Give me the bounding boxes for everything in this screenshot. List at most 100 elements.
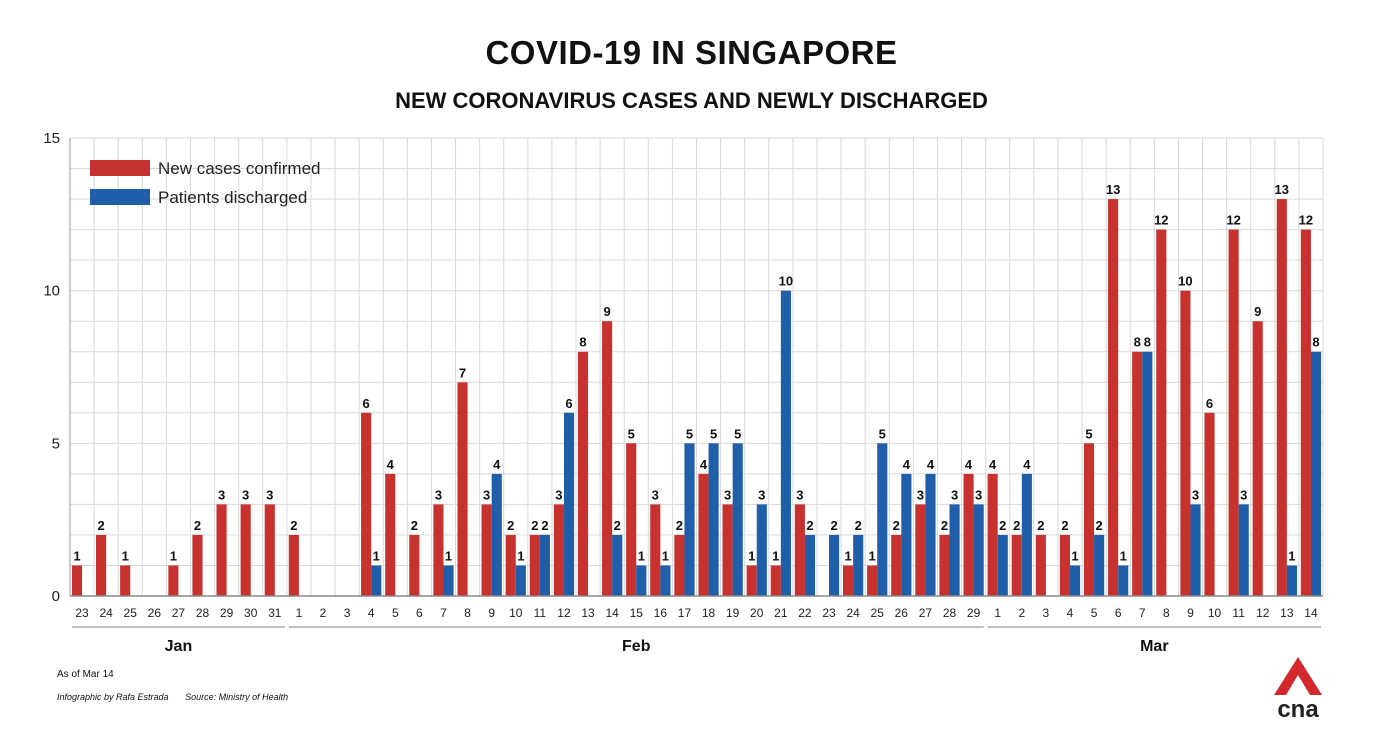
bar [853, 534, 864, 596]
bar [939, 534, 950, 596]
data-label: 3 [758, 487, 765, 502]
data-label: 2 [1061, 518, 1068, 533]
bar [457, 382, 468, 596]
x-tick-label: 28 [943, 606, 957, 620]
data-label: 13 [1106, 182, 1120, 197]
x-tick-label: 24 [846, 606, 860, 620]
bar [1204, 412, 1215, 596]
data-label: 2 [1013, 518, 1020, 533]
data-label: 7 [459, 365, 466, 380]
data-label: 12 [1299, 213, 1313, 228]
data-label: 5 [686, 426, 693, 441]
data-label: 9 [603, 304, 610, 319]
data-label: 1 [869, 548, 876, 563]
bar [481, 504, 492, 596]
bar [1228, 229, 1239, 596]
credit-text: Infographic by Rafa Estrada [57, 692, 169, 702]
x-tick-label: 1 [296, 606, 303, 620]
bar [949, 504, 960, 596]
data-label: 1 [1120, 548, 1127, 563]
x-tick-label: 17 [678, 606, 692, 620]
x-tick-label: 5 [1091, 606, 1098, 620]
data-label: 5 [1085, 426, 1092, 441]
bar [770, 565, 781, 596]
data-label: 4 [927, 457, 935, 472]
x-tick-label: 29 [967, 606, 981, 620]
x-tick-label: 9 [488, 606, 495, 620]
bar [1132, 351, 1143, 596]
x-tick-label: 7 [440, 606, 447, 620]
bar [409, 534, 420, 596]
data-label: 4 [903, 457, 911, 472]
bar [1021, 473, 1032, 596]
data-label: 5 [628, 426, 635, 441]
bar [553, 504, 564, 596]
bar [756, 504, 767, 596]
as-of-note: As of Mar 14 [57, 669, 114, 680]
bar [925, 473, 936, 596]
bar [997, 534, 1008, 596]
x-tick-label: 18 [702, 606, 716, 620]
x-tick-label: 10 [509, 606, 523, 620]
bar [515, 565, 526, 596]
bar [901, 473, 912, 596]
legend-label: Patients discharged [158, 188, 307, 207]
y-tick-label: 15 [43, 130, 60, 147]
data-label: 4 [493, 457, 501, 472]
bar [698, 473, 709, 596]
bar [915, 504, 926, 596]
bar [1156, 229, 1167, 596]
data-label: 13 [1275, 182, 1289, 197]
bar [1190, 504, 1201, 596]
x-tick-label: 26 [148, 606, 162, 620]
x-tick-label: 14 [605, 606, 619, 620]
x-tick-label: 27 [172, 606, 186, 620]
x-tick-label: 25 [871, 606, 885, 620]
data-label: 2 [855, 518, 862, 533]
bar [539, 534, 550, 596]
bar [1180, 290, 1191, 596]
bar [1310, 351, 1322, 596]
bar [563, 412, 575, 596]
bar [96, 534, 107, 596]
legend-label: New cases confirmed [158, 159, 321, 178]
x-tick-label: 12 [1256, 606, 1270, 620]
data-label: 2 [194, 518, 201, 533]
bar [829, 534, 840, 596]
bar [660, 565, 671, 596]
data-label: 6 [565, 396, 572, 411]
bar [1252, 321, 1263, 596]
bar [843, 565, 854, 596]
data-label: 1 [772, 548, 779, 563]
bar [529, 534, 540, 596]
month-label: Jan [165, 638, 193, 655]
bar [612, 534, 623, 596]
bar [361, 412, 372, 596]
y-tick-label: 5 [52, 435, 60, 452]
x-tick-label: 21 [774, 606, 788, 620]
bar [120, 565, 131, 596]
data-label: 3 [1192, 487, 1199, 502]
x-tick-label: 2 [320, 606, 327, 620]
data-label: 3 [218, 487, 225, 502]
bar [371, 565, 382, 596]
x-tick-label: 16 [654, 606, 668, 620]
bar [867, 565, 878, 596]
logo-text: cna [1277, 696, 1319, 721]
data-label: 1 [844, 548, 851, 563]
chart-title: COVID-19 IN SINGAPORE [485, 34, 898, 71]
data-label: 8 [579, 335, 586, 350]
data-label: 1 [170, 548, 177, 563]
bar [626, 443, 637, 596]
data-label: 8 [1312, 335, 1319, 350]
bar [973, 504, 984, 596]
data-label: 4 [1023, 457, 1031, 472]
x-tick-label: 2 [1018, 606, 1025, 620]
data-label: 2 [507, 518, 514, 533]
data-label: 3 [917, 487, 924, 502]
month-label: Mar [1140, 638, 1168, 655]
data-label: 10 [1178, 274, 1192, 289]
x-tick-label: 14 [1304, 606, 1318, 620]
